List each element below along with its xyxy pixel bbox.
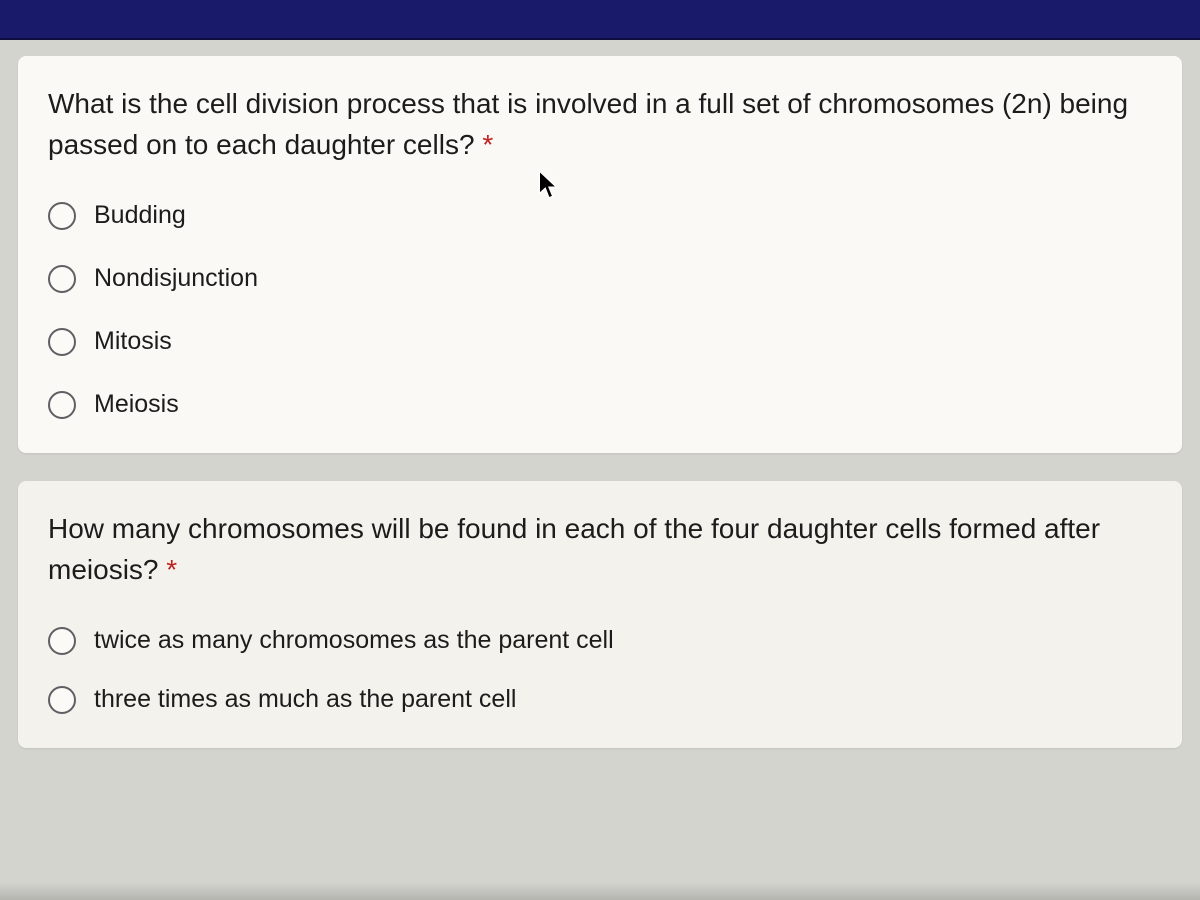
option-label: Nondisjunction: [94, 264, 258, 293]
bottom-fade: [0, 882, 1200, 900]
option-label: Budding: [94, 201, 186, 230]
question-2-options: twice as many chromosomes as the parent …: [48, 626, 1152, 714]
radio-icon: [48, 202, 76, 230]
question-card-2: How many chromosomes will be found in ea…: [18, 481, 1182, 748]
radio-icon: [48, 627, 76, 655]
radio-icon: [48, 265, 76, 293]
option-three-times[interactable]: three times as much as the parent cell: [48, 685, 1152, 714]
question-card-1: What is the cell division process that i…: [18, 56, 1182, 453]
option-label: Meiosis: [94, 390, 179, 419]
option-twice-as-many[interactable]: twice as many chromosomes as the parent …: [48, 626, 1152, 655]
option-label: three times as much as the parent cell: [94, 685, 516, 714]
option-meiosis[interactable]: Meiosis: [48, 390, 1152, 419]
question-text-1: What is the cell division process that i…: [48, 84, 1152, 165]
option-label: Mitosis: [94, 327, 172, 356]
radio-icon: [48, 686, 76, 714]
radio-icon: [48, 328, 76, 356]
required-star: *: [166, 554, 177, 585]
form-page: What is the cell division process that i…: [0, 40, 1200, 748]
question-1-prompt: What is the cell division process that i…: [48, 88, 1128, 160]
radio-icon: [48, 391, 76, 419]
question-text-2: How many chromosomes will be found in ea…: [48, 509, 1152, 590]
required-star: *: [482, 129, 493, 160]
question-2-prompt: How many chromosomes will be found in ea…: [48, 513, 1100, 585]
option-mitosis[interactable]: Mitosis: [48, 327, 1152, 356]
option-nondisjunction[interactable]: Nondisjunction: [48, 264, 1152, 293]
option-label: twice as many chromosomes as the parent …: [94, 626, 614, 655]
browser-top-bar: [0, 0, 1200, 40]
option-budding[interactable]: Budding: [48, 201, 1152, 230]
question-1-options: Budding Nondisjunction Mitosis Meiosis: [48, 201, 1152, 419]
